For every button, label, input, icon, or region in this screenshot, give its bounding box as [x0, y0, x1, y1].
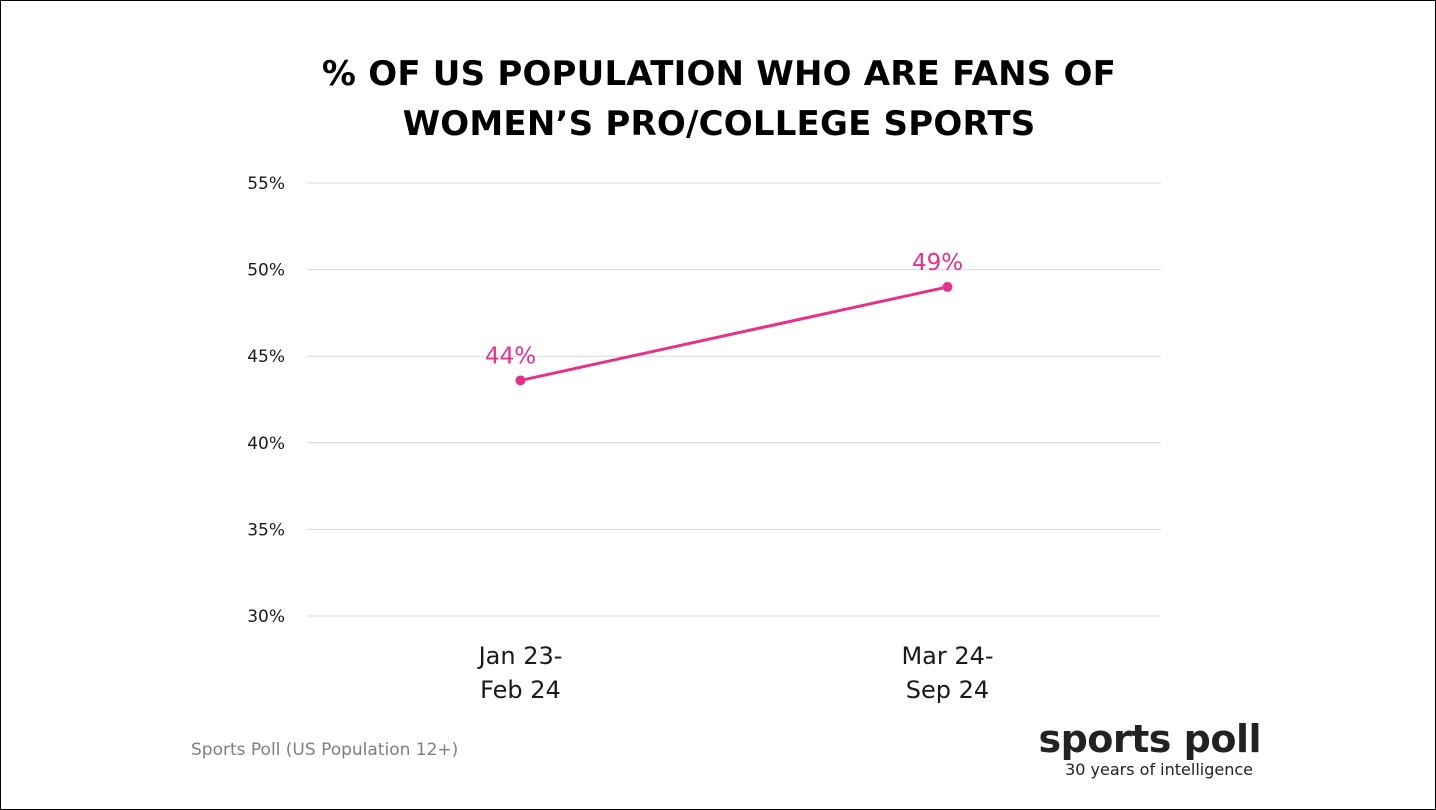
- y-tick-label: 50%: [247, 261, 285, 281]
- x-tick-label: Feb 24: [480, 676, 561, 704]
- data-label: 49%: [912, 250, 963, 276]
- y-tick-label: 30%: [247, 607, 285, 627]
- y-tick-label: 35%: [247, 520, 285, 540]
- chart-title-line-2: WOMEN’S PRO/COLLEGE SPORTS: [402, 104, 1036, 144]
- series-line: [520, 285, 948, 382]
- data-point: [942, 281, 953, 292]
- sports-poll-logo: sports poll 30 years of intelligence: [1031, 717, 1261, 779]
- x-tick-label: Mar 24-: [901, 642, 993, 670]
- y-tick-label: 45%: [247, 347, 285, 367]
- data-point: [515, 375, 526, 386]
- data-label: 44%: [485, 343, 536, 369]
- y-tick-label: 55%: [247, 174, 285, 194]
- x-tick-label: Sep 24: [906, 676, 989, 704]
- source-note: Sports Poll (US Population 12+): [191, 740, 459, 760]
- x-tick-label: Jan 23-: [477, 642, 563, 670]
- y-tick-label: 40%: [247, 434, 285, 454]
- logo-tagline: 30 years of intelligence: [1065, 760, 1253, 779]
- chart-title: % OF US POPULATION WHO ARE FANS OF WOMEN…: [119, 49, 1319, 149]
- logo-wordmark: sports poll: [1038, 717, 1261, 761]
- chart-title-line-1: % OF US POPULATION WHO ARE FANS OF: [321, 54, 1117, 94]
